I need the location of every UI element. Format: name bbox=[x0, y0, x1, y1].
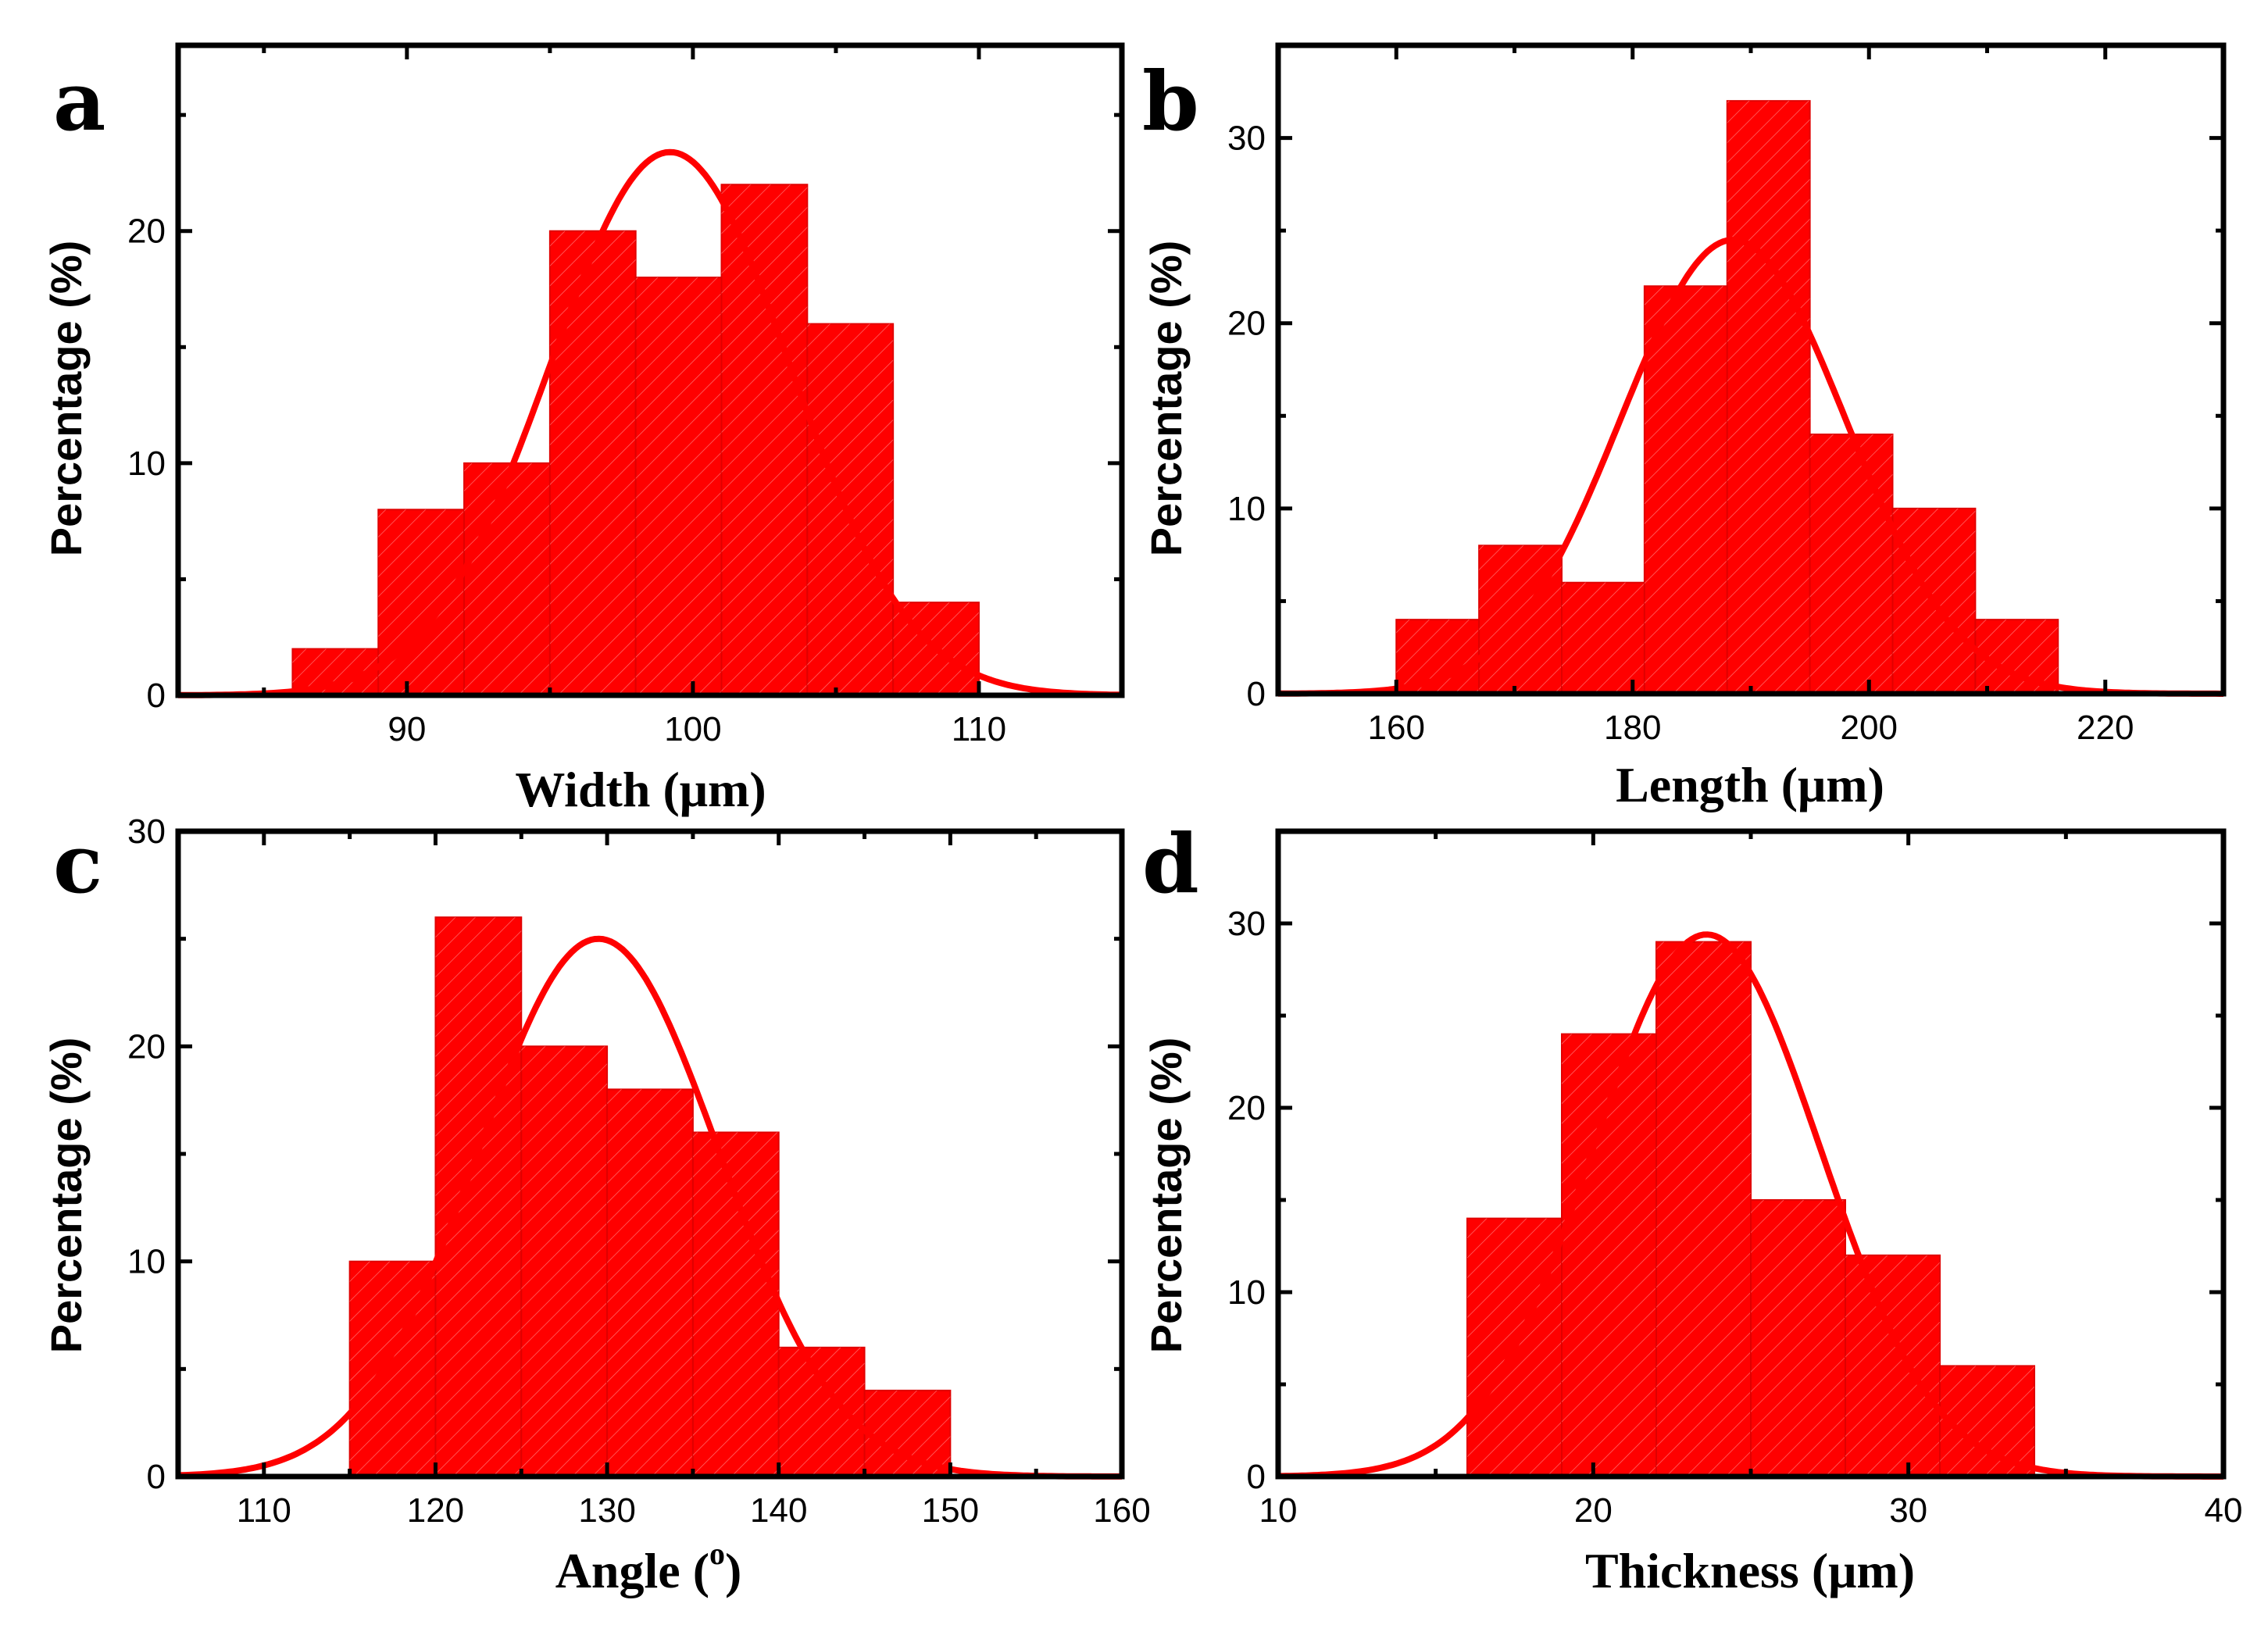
y-tick-label-d: 20 bbox=[1227, 1089, 1266, 1127]
bar-hatch-b-2 bbox=[1562, 582, 1645, 694]
y-tick-label-c: 20 bbox=[127, 1027, 166, 1066]
x-axis-label-unit-c: o bbox=[709, 1536, 725, 1571]
x-axis-label-text-c: Angle ( bbox=[555, 1543, 709, 1598]
x-axis-label-unit-a: μm bbox=[680, 762, 750, 817]
panel-letter-c: c bbox=[53, 816, 102, 912]
bar-hatch-d-3 bbox=[1751, 1200, 1845, 1477]
x-axis-label-close-a: ) bbox=[749, 762, 766, 817]
bar-hatch-a-6 bbox=[807, 323, 894, 695]
bar-hatch-d-2 bbox=[1656, 941, 1751, 1477]
panel-c: c 0 10 20 30 110 120 130 140 150 160 Percentage (… bbox=[41, 812, 1151, 1598]
bar-hatch-a-2 bbox=[464, 462, 550, 695]
bar-hatch-d-4 bbox=[1845, 1255, 1940, 1477]
panel-a: a 0 10 20 90 100 110 Percentage (%) Width (μm… bbox=[41, 42, 1125, 817]
y-tick-label-d: 30 bbox=[1227, 905, 1266, 943]
panel-letter-b: b bbox=[1142, 53, 1199, 149]
x-tick-label-c: 160 bbox=[1093, 1491, 1150, 1530]
bar-hatch-c-2 bbox=[521, 1046, 608, 1477]
y-tick-label-c: 30 bbox=[127, 812, 166, 851]
y-tick-label-c: 10 bbox=[127, 1243, 166, 1281]
x-tick-label-a: 110 bbox=[952, 710, 1006, 748]
y-axis-label-d: Percentage (%) bbox=[1141, 1037, 1191, 1354]
y-tick-label-a: 10 bbox=[127, 445, 166, 483]
plot-area-b: 0 10 20 30 160 180 200 220 bbox=[1227, 42, 2227, 747]
bar-hatch-a-4 bbox=[635, 277, 722, 696]
x-axis-label-text-b: Length ( bbox=[1616, 757, 1798, 812]
bar-hatch-a-3 bbox=[549, 230, 636, 695]
bar-hatch-a-5 bbox=[721, 184, 808, 696]
panel-letter-a: a bbox=[53, 53, 105, 149]
x-tick-label-c: 130 bbox=[578, 1491, 635, 1530]
x-tick-label-b: 180 bbox=[1604, 709, 1661, 747]
x-axis-label-d: Thickness (μm) bbox=[1585, 1543, 1915, 1598]
panel-letter-d: d bbox=[1142, 816, 1199, 912]
bar-hatch-d-5 bbox=[1940, 1366, 2034, 1477]
x-tick-label-c: 140 bbox=[750, 1491, 807, 1530]
fit-curve-c bbox=[177, 935, 1122, 1480]
x-tick-label-b: 200 bbox=[1841, 709, 1898, 747]
x-tick-label-c: 110 bbox=[237, 1491, 291, 1530]
y-tick-label-c: 0 bbox=[147, 1458, 166, 1496]
y-tick-label-a: 0 bbox=[147, 677, 166, 715]
fit-curve-a bbox=[178, 148, 1123, 698]
bar-hatch-b-4 bbox=[1727, 101, 1810, 695]
bar-hatch-a-1 bbox=[378, 509, 465, 695]
x-tick-label-c: 120 bbox=[407, 1491, 464, 1530]
panel-b: b 0 10 20 30 160 180 200 220 Percentage (%) Len… bbox=[1141, 42, 2227, 812]
y-axis-label-a: Percentage (%) bbox=[41, 241, 91, 557]
bar-hatch-c-1 bbox=[435, 917, 522, 1477]
x-tick-label-d: 40 bbox=[2205, 1491, 2243, 1530]
y-tick-label-b: 30 bbox=[1227, 120, 1266, 158]
x-tick-label-a: 100 bbox=[664, 710, 721, 748]
bar-hatch-c-6 bbox=[864, 1390, 951, 1477]
x-axis-label-close-b: ) bbox=[1868, 757, 1884, 812]
x-tick-label-d: 20 bbox=[1574, 1491, 1613, 1530]
x-axis-label-unit-d: μm bbox=[1828, 1543, 1898, 1598]
y-tick-label-b: 0 bbox=[1247, 675, 1266, 713]
x-axis-label-c: Angle (o) bbox=[555, 1536, 742, 1598]
x-axis-label-close-c: ) bbox=[725, 1543, 741, 1598]
y-axis-label-b: Percentage (%) bbox=[1141, 241, 1191, 557]
x-tick-label-b: 160 bbox=[1368, 709, 1425, 747]
y-tick-label-b: 10 bbox=[1227, 490, 1266, 528]
y-axis-label-c: Percentage (%) bbox=[41, 1037, 91, 1354]
y-tick-label-d: 0 bbox=[1247, 1458, 1266, 1496]
x-axis-label-unit-b: μm bbox=[1798, 757, 1868, 812]
y-tick-label-b: 20 bbox=[1227, 305, 1266, 343]
plot-area-a: 0 10 20 90 100 110 bbox=[127, 42, 1125, 748]
x-tick-label-c: 150 bbox=[922, 1491, 979, 1530]
y-tick-label-d: 10 bbox=[1227, 1273, 1266, 1312]
bar-hatch-c-5 bbox=[778, 1347, 865, 1477]
x-axis-label-close-d: ) bbox=[1898, 1543, 1915, 1598]
axes-frame-a bbox=[175, 42, 1125, 698]
x-tick-label-b: 220 bbox=[2077, 709, 2134, 747]
bar-hatch-b-3 bbox=[1644, 286, 1727, 694]
x-tick-label-d: 10 bbox=[1259, 1491, 1298, 1530]
plot-area-c: 0 10 20 30 110 120 130 140 150 160 bbox=[127, 812, 1151, 1530]
x-axis-label-text-a: Width ( bbox=[515, 762, 679, 817]
x-axis-label-a: Width (μm) bbox=[515, 762, 766, 817]
x-tick-label-d: 30 bbox=[1889, 1491, 1927, 1530]
bar-hatch-c-4 bbox=[692, 1132, 779, 1477]
x-tick-label-a: 90 bbox=[388, 710, 426, 748]
x-axis-label-text-d: Thickness ( bbox=[1585, 1543, 1828, 1598]
bar-hatch-c-3 bbox=[607, 1089, 693, 1477]
bar-hatch-b-5 bbox=[1809, 434, 1893, 694]
x-axis-label-b: Length (μm) bbox=[1616, 757, 1884, 812]
y-tick-label-a: 20 bbox=[127, 212, 166, 251]
fit-curve-b bbox=[1278, 237, 2223, 697]
